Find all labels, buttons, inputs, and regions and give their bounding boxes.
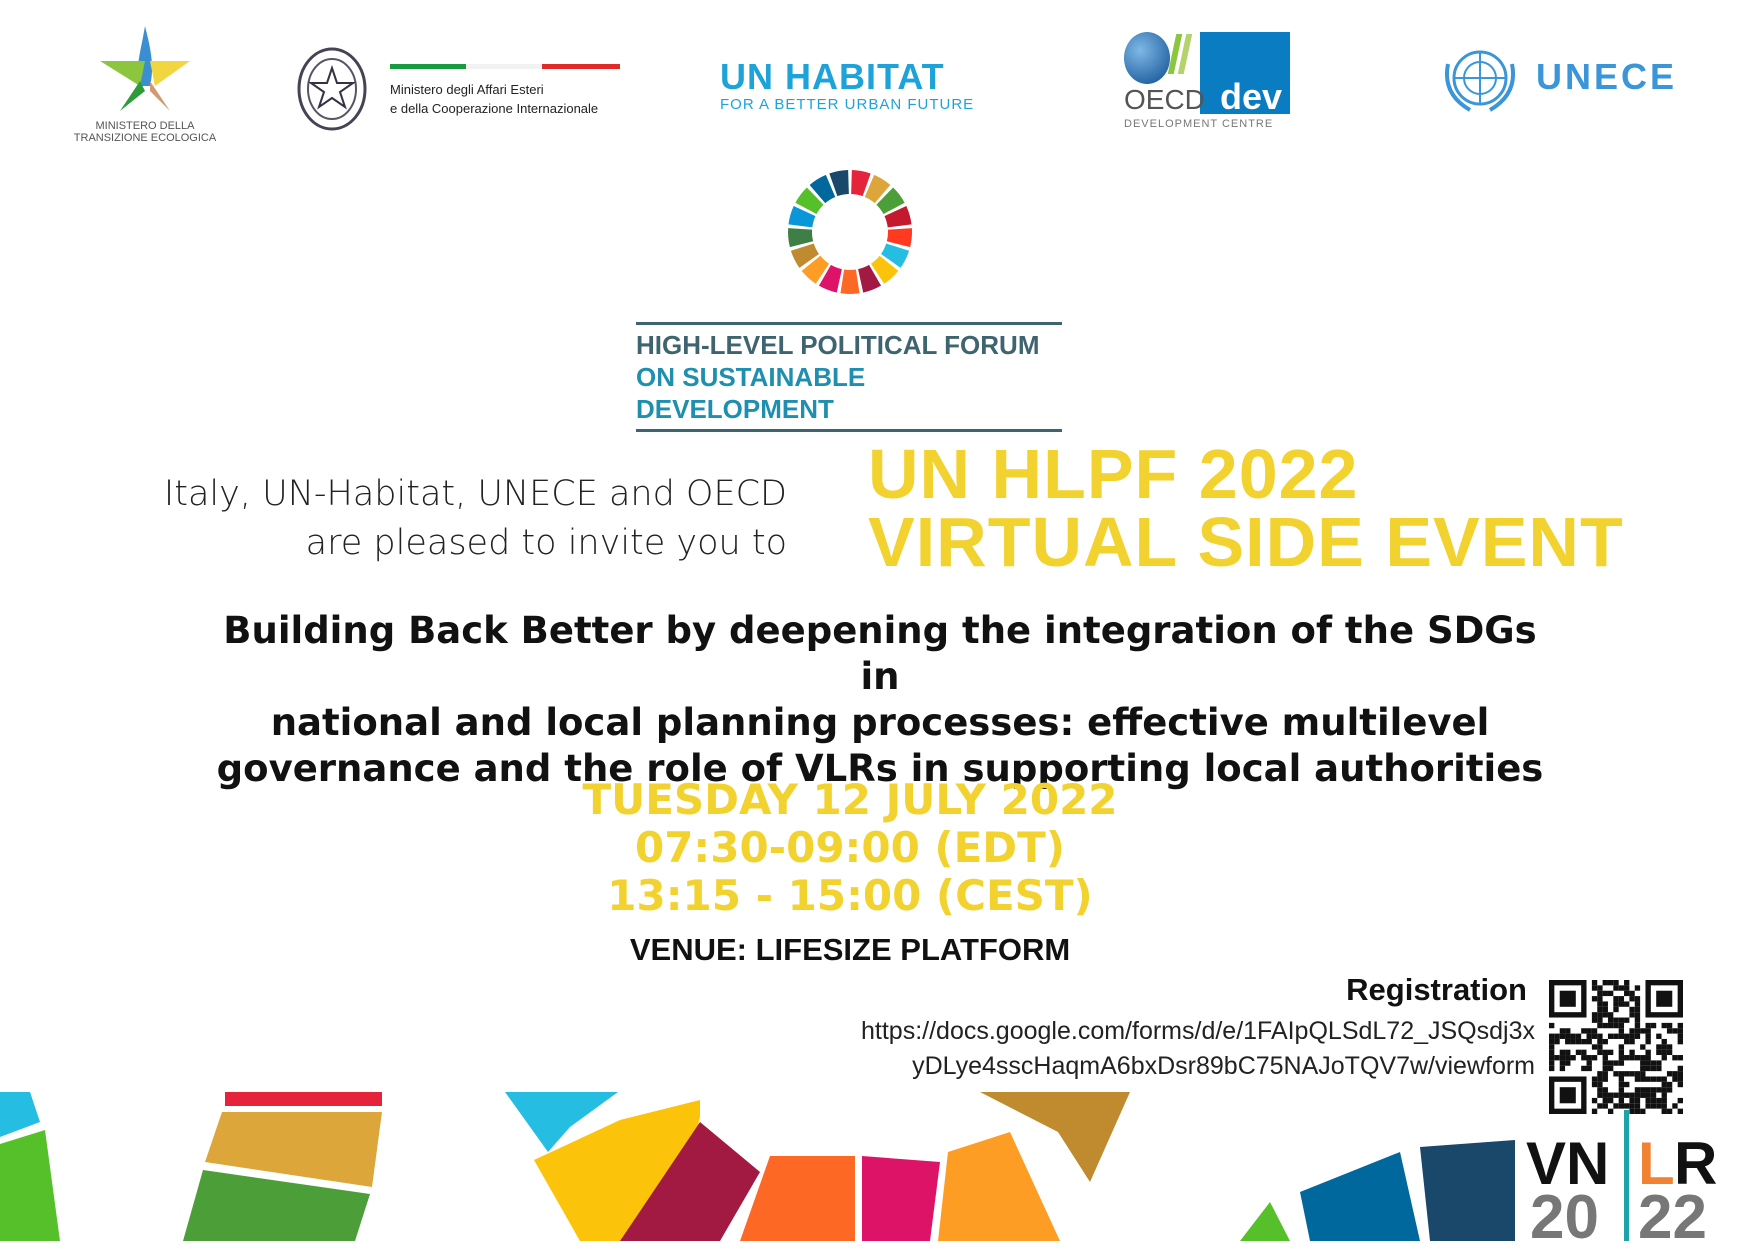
- registration-label: Registration: [1346, 972, 1527, 1007]
- registration-qr-code[interactable]: [1549, 980, 1683, 1114]
- sdg-decorative-segments: [0, 1092, 1515, 1241]
- sdg-wheel-segment: [809, 174, 836, 204]
- oecd-tagline: DEVELOPMENT CENTRE: [1124, 118, 1274, 130]
- sdg-wheel-segment: [829, 170, 849, 197]
- sdg-wheel-segment: [858, 264, 882, 293]
- subtitle-line1: Building Back Better by deepening the in…: [223, 609, 1537, 698]
- event-schedule: TUESDAY 12 JULY 2022 07:30-09:00 (EDT) 1…: [450, 776, 1250, 920]
- hlpf-line2: ON SUSTAINABLE DEVELOPMENT: [636, 362, 866, 424]
- event-venue: VENUE: LIFESIZE PLATFORM: [629, 932, 1071, 967]
- invitation-text: Italy, UN-Habitat, UNECE and OECD are pl…: [164, 470, 787, 568]
- logo-oecd-dev: OECD dev DEVELOPMENT CENTRE: [1124, 30, 1294, 134]
- vnlr-r: R: [1674, 1130, 1718, 1197]
- maeci-line2: e della Cooperazione Internazionale: [390, 101, 599, 116]
- title-line1: UN HLPF 2022: [868, 435, 1359, 513]
- hlpf-logo-text: HIGH-LEVEL POLITICAL FORUM ON SUSTAINABL…: [636, 322, 1062, 432]
- event-subtitle: Building Back Better by deepening the in…: [200, 608, 1560, 792]
- vnlr-l: L: [1638, 1130, 1675, 1197]
- logo-unhabitat: UN HABITAT FOR A BETTER URBAN FUTURE: [720, 56, 975, 114]
- unece-name: UNECE: [1536, 56, 1678, 97]
- event-title: UN HLPF 2022 VIRTUAL SIDE EVENT: [868, 435, 1624, 581]
- registration-url-line1[interactable]: https://docs.google.com/forms/d/e/1FAIpQ…: [861, 1017, 1535, 1045]
- sdg-wheel-segment: [840, 269, 860, 294]
- maeci-line1: Ministero degli Affari Esteri: [390, 82, 544, 97]
- sdg-wheel-segment: [886, 228, 912, 248]
- italian-emblem-icon: [297, 47, 367, 131]
- sdg-wheel-segment: [801, 255, 830, 284]
- title-line2: VIRTUAL SIDE EVENT: [868, 503, 1624, 581]
- sdg-wheel-segment: [788, 228, 814, 248]
- globe-icon: [1124, 32, 1170, 84]
- event-date: TUESDAY 12 JULY 2022: [582, 775, 1118, 824]
- registration-url-line2[interactable]: yDLye4sscHaqmA6bxDsr89bC75NAJoTQV7w/view…: [912, 1052, 1535, 1080]
- sdg-wheel-segment: [795, 187, 824, 215]
- vnlr-vn: VN: [1526, 1130, 1610, 1197]
- mite-line2: TRANSIZIONE ECOLOGICA: [73, 132, 217, 144]
- vnlr-year-1: 20: [1530, 1183, 1599, 1252]
- unhabitat-name: UN HABITAT: [720, 56, 945, 97]
- logo-maeci: Ministero degli Affari Esteri e della Co…: [296, 46, 626, 136]
- mite-line1: MINISTERO DELLA: [95, 120, 195, 132]
- oecd-name: OECD: [1124, 84, 1205, 115]
- sdg-wheel-segment: [870, 255, 899, 284]
- sdg-wheel-segment: [851, 170, 871, 197]
- logo-mite: MINISTERO DELLA TRANSIZIONE ECOLOGICA: [60, 26, 230, 146]
- oecd-dev: dev: [1220, 76, 1283, 117]
- hlpf-line1: HIGH-LEVEL POLITICAL FORUM: [636, 330, 1040, 360]
- vnlr-2022-logo: VN L R 20 22: [1526, 1110, 1726, 1249]
- sdg-wheel-icon: [788, 170, 912, 294]
- event-time-cest: 13:15 - 15:00 (CEST): [607, 871, 1093, 920]
- unhabitat-tagline: FOR A BETTER URBAN FUTURE: [720, 96, 975, 113]
- sdg-wheel-segment: [788, 206, 816, 228]
- event-time-edt: 07:30-09:00 (EDT): [634, 823, 1066, 872]
- subtitle-line3: governance and the role of VLRs in suppo…: [216, 747, 1544, 790]
- intro-line1: Italy, UN-Habitat, UNECE and OECD: [163, 474, 787, 514]
- sdg-wheel-segment: [880, 243, 910, 268]
- sdg-wheel-segment: [790, 243, 820, 268]
- mite-star-icon: [100, 26, 190, 111]
- sdg-wheel-segment: [876, 187, 905, 215]
- sdg-wheel-segment: [864, 174, 891, 204]
- subtitle-line2: national and local planning processes: e…: [270, 701, 1490, 744]
- registration-link[interactable]: https://docs.google.com/forms/d/e/1FAIpQ…: [861, 1014, 1535, 1084]
- intro-line2: are pleased to invite you to: [305, 523, 787, 563]
- sdg-wheel-segment: [884, 206, 912, 228]
- sdg-wheel-segment: [818, 264, 842, 293]
- vnlr-year-2: 22: [1638, 1183, 1707, 1252]
- un-emblem-icon: [1445, 50, 1515, 112]
